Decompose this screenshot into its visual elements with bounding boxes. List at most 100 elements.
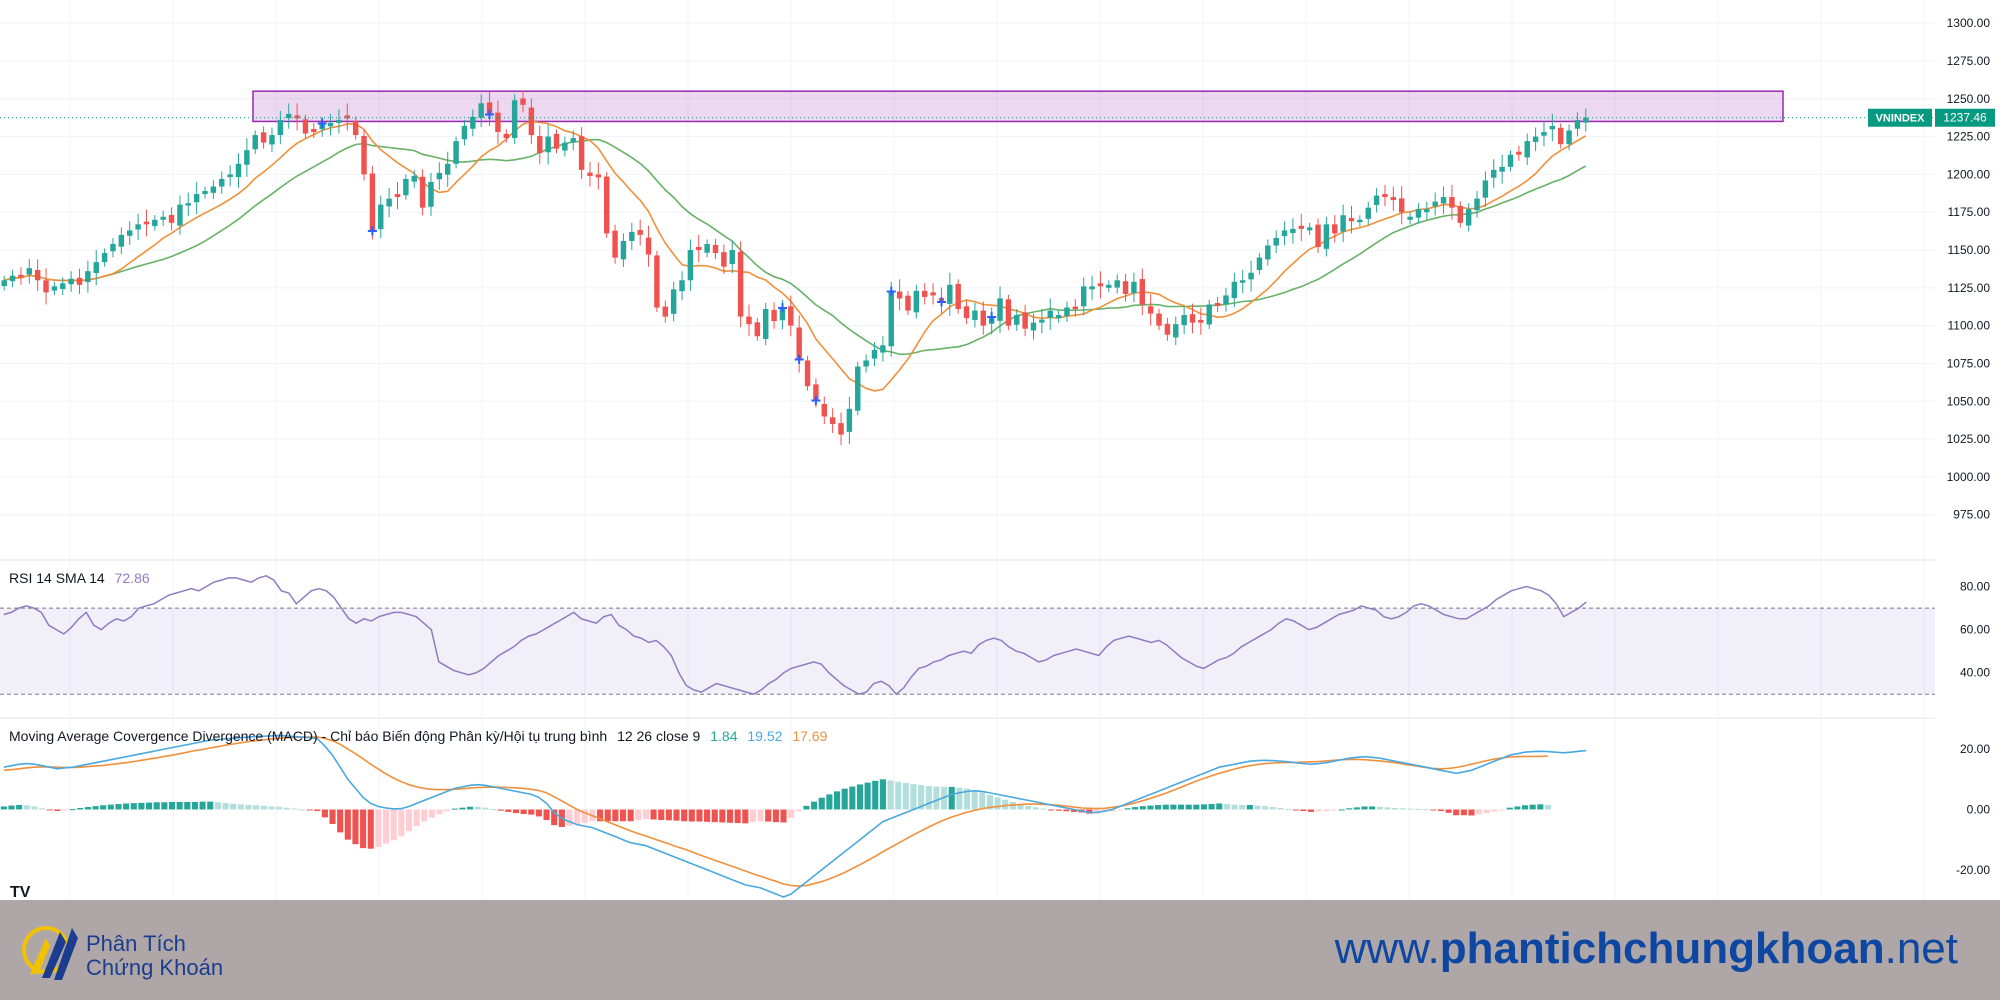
candle-body xyxy=(746,316,752,325)
candle-body xyxy=(378,204,384,230)
macd-histogram-bar xyxy=(0,806,7,810)
macd-histogram-bar xyxy=(184,801,191,810)
macd-legend[interactable]: Moving Average Covergence Divergence (MA… xyxy=(9,728,833,744)
candle-body xyxy=(562,142,568,151)
macd-histogram-bar xyxy=(1369,806,1376,810)
candle-body xyxy=(1348,217,1355,222)
plus-marker: + xyxy=(794,349,805,369)
macd-histogram-bar xyxy=(444,809,451,812)
macd-histogram-bar xyxy=(291,808,298,810)
macd-histogram-bar xyxy=(413,809,420,827)
macd-histogram-bar xyxy=(765,809,772,822)
candle-body xyxy=(1482,180,1489,198)
rsi-tick-label: 80.00 xyxy=(1960,580,1990,594)
brand-logo[interactable]: Phân Tích Chứng Khoán xyxy=(20,912,280,992)
price-axis[interactable]: 1300.00 1275.00 1250.00 1225.00 1200.00 1175.… xyxy=(0,16,1995,522)
candle-body xyxy=(537,135,543,154)
candle-body xyxy=(771,309,777,322)
macd-histogram-bar xyxy=(1070,809,1078,812)
candle-body xyxy=(754,322,761,337)
candle-body xyxy=(1566,130,1572,145)
candle-body xyxy=(1499,166,1505,172)
rsi-legend[interactable]: RSI 14 SMA 14 72.86 xyxy=(9,570,156,586)
macd-histogram-bar xyxy=(879,779,886,810)
candle-body xyxy=(260,132,267,143)
macd-histogram-bar xyxy=(1392,807,1399,810)
macd-histogram-bar xyxy=(245,804,252,810)
candle-body xyxy=(1198,319,1204,323)
macd-histogram-bar xyxy=(46,809,53,811)
candle-body xyxy=(43,280,49,293)
candle-body xyxy=(955,283,961,310)
candle-body xyxy=(871,349,878,359)
macd-line xyxy=(3,734,1587,898)
plus-marker: + xyxy=(367,221,378,241)
macd-histogram-bar xyxy=(749,809,757,823)
macd-histogram-bar xyxy=(1491,809,1498,812)
macd-histogram-bar xyxy=(1032,807,1039,810)
macd-histogram-bar xyxy=(222,803,229,810)
macd-histogram-bar xyxy=(971,789,978,810)
macd-histogram-bar xyxy=(650,809,657,820)
macd-histogram-bar xyxy=(16,804,23,810)
candle-body xyxy=(721,252,727,267)
macd-histogram-bar xyxy=(1361,806,1368,810)
candle-body xyxy=(1089,286,1095,290)
macd-histogram-bar xyxy=(214,802,221,810)
macd-histogram-bar xyxy=(635,809,642,821)
price-tick-label: 1150.00 xyxy=(1948,243,1991,257)
candle-body xyxy=(235,163,242,178)
grid xyxy=(0,0,1935,900)
macd-histogram-bar xyxy=(1040,808,1047,810)
macd-histogram-bar xyxy=(1514,806,1521,810)
macd-histogram-bar xyxy=(1445,809,1452,813)
macd-histogram-bar xyxy=(230,803,237,810)
tradingview-logo[interactable]: TV xyxy=(10,884,31,901)
price-tick-label: 1100.00 xyxy=(1948,319,1991,333)
macd-histogram-bar xyxy=(604,809,611,822)
candle-body xyxy=(436,172,443,180)
macd-pane: 20.00 0.00 -20.00 xyxy=(0,734,1990,898)
candle-body xyxy=(1047,310,1053,318)
macd-histogram-bar xyxy=(1254,805,1261,810)
candle-body xyxy=(737,251,744,317)
macd-histogram-bar xyxy=(1269,807,1276,810)
candle-body xyxy=(411,175,417,182)
macd-histogram-bar xyxy=(1208,804,1215,810)
plus-marker: + xyxy=(886,281,897,301)
macd-histogram-bar xyxy=(1231,804,1238,810)
price-tick-label: 1050.00 xyxy=(1947,394,1991,408)
candle-body xyxy=(1080,286,1087,307)
macd-histogram-bar xyxy=(1277,807,1284,810)
macd-histogram-bar xyxy=(1017,804,1024,810)
macd-histogram-bar xyxy=(811,801,818,810)
candle-body xyxy=(603,176,610,234)
macd-histogram-bar xyxy=(535,809,542,817)
macd-histogram-bar xyxy=(474,806,481,810)
candle-body xyxy=(369,173,376,232)
macd-histogram-bar xyxy=(168,801,176,810)
macd-histogram-bar xyxy=(1048,809,1055,811)
candle-body xyxy=(1072,306,1079,310)
macd-histogram-bar xyxy=(1384,807,1391,810)
candle-body xyxy=(101,253,108,263)
macd-histogram-bar xyxy=(1476,809,1483,815)
candle-body xyxy=(1290,228,1296,234)
website-url[interactable]: www.phantichchungkhoan.net xyxy=(1335,924,1958,974)
macd-histogram-bar xyxy=(872,780,879,810)
candle-body xyxy=(1281,230,1288,237)
candle-body xyxy=(528,107,535,136)
macd-histogram-bar xyxy=(1292,809,1299,811)
candle-body xyxy=(26,268,33,275)
candle-body xyxy=(319,124,325,130)
macd-histogram-bar xyxy=(895,781,902,810)
price-tick-label: 975.00 xyxy=(1953,508,1990,522)
macd-histogram-bar xyxy=(1346,808,1353,810)
candle-body xyxy=(269,135,275,145)
macd-histogram-bar xyxy=(428,809,435,818)
macd-histogram-bar xyxy=(681,809,688,822)
candle-body xyxy=(352,121,359,136)
macd-histogram-bar xyxy=(581,809,588,823)
macd-histogram-bar xyxy=(321,809,328,818)
